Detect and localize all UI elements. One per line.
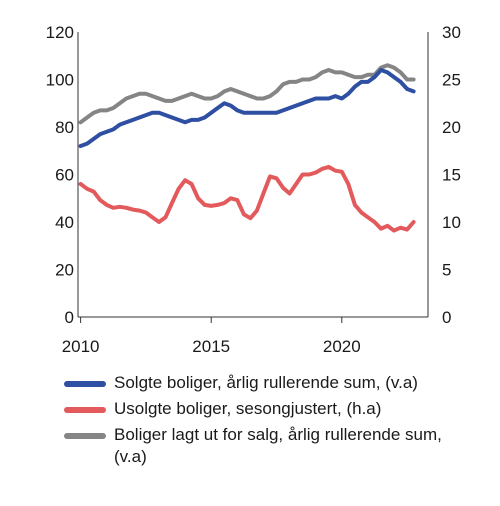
x-tick-label: 2015 [192,337,230,356]
legend-swatch-solgte [64,381,106,387]
legend: Solgte boliger, årlig rullerende sum, (v… [64,372,484,472]
x-axis-ticks: 2010 2015 2020 [62,317,361,356]
legend-swatch-lagt-ut [64,433,106,439]
left-tick-label: 60 [55,166,74,185]
right-tick-label: 25 [442,71,461,90]
chart: 0 20 40 60 80 100 120 0 5 10 15 20 25 30 2010 2015 202… [46,23,461,356]
left-axis-ticks: 0 20 40 60 80 100 120 [46,23,74,327]
axes [77,32,429,318]
series-line-lagt-ut [78,63,416,125]
right-axis-ticks: 0 5 10 15 20 25 30 [442,23,461,327]
series-line-usolgte [78,164,416,233]
right-tick-label: 0 [442,308,451,327]
legend-item-solgte: Solgte boliger, årlig rullerende sum, (v… [64,372,484,394]
x-tick-label: 2020 [323,337,361,356]
legend-item-usolgte: Usolgte boliger, sesongjustert, (h.a) [64,398,484,420]
legend-swatch-usolgte [64,407,106,413]
left-tick-label: 100 [46,71,74,90]
left-tick-label: 120 [46,23,74,42]
right-tick-label: 20 [442,118,461,137]
legend-item-lagt-ut: Boliger lagt ut for salg, årlig rulleren… [64,424,484,468]
series-line-solgte [78,68,416,148]
x-tick-label: 2010 [62,337,100,356]
right-tick-label: 10 [442,213,461,232]
legend-label-solgte: Solgte boliger, årlig rullerende sum, (v… [114,373,418,392]
left-tick-label: 0 [65,308,74,327]
right-tick-label: 15 [442,166,461,185]
legend-label-usolgte: Usolgte boliger, sesongjustert, (h.a) [114,399,382,418]
left-tick-label: 20 [55,261,74,280]
right-tick-label: 5 [442,261,451,280]
series-lines [78,63,416,233]
left-tick-label: 40 [55,213,74,232]
left-tick-label: 80 [55,118,74,137]
right-tick-label: 30 [442,23,461,42]
legend-label-lagt-ut: Boliger lagt ut for salg, årlig rulleren… [114,425,442,466]
